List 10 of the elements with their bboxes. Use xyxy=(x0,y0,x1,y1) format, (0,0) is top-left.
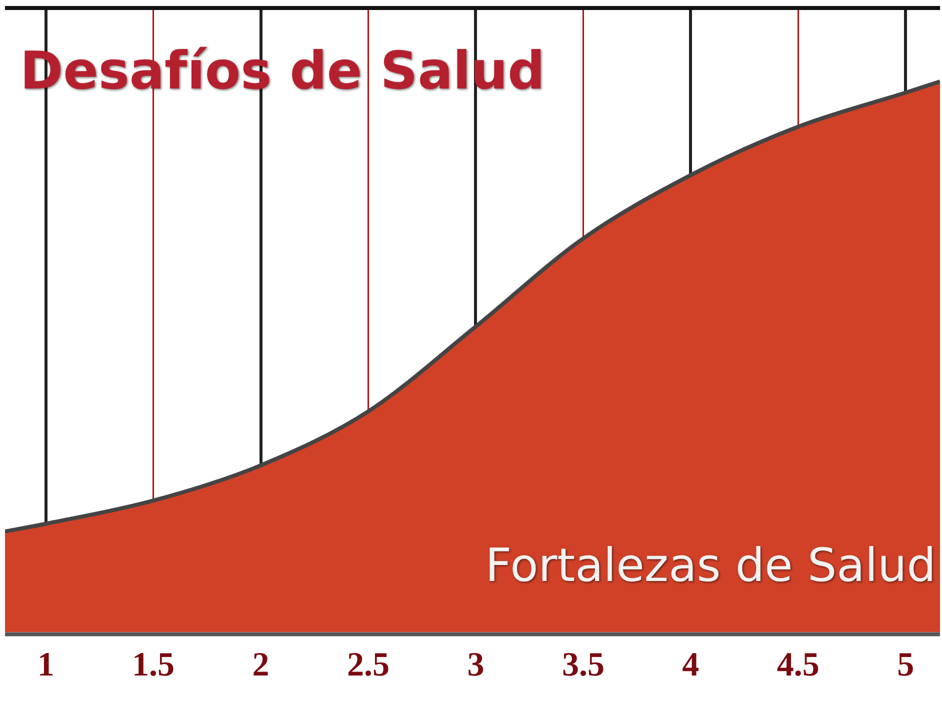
x-tick-label: 2.5 xyxy=(347,646,390,684)
x-tick-label: 3.5 xyxy=(562,646,604,684)
x-tick-label: 4 xyxy=(682,646,700,684)
x-tick-label: 2 xyxy=(252,646,270,684)
x-tick-label: 3 xyxy=(467,646,484,684)
x-tick-label: 1 xyxy=(37,646,54,684)
x-tick-label: 5 xyxy=(897,646,914,684)
annotation: Fortalezas de Salud xyxy=(485,538,936,592)
x-tick-label: 1.5 xyxy=(132,646,175,684)
x-tick-label: 4.5 xyxy=(776,646,820,684)
